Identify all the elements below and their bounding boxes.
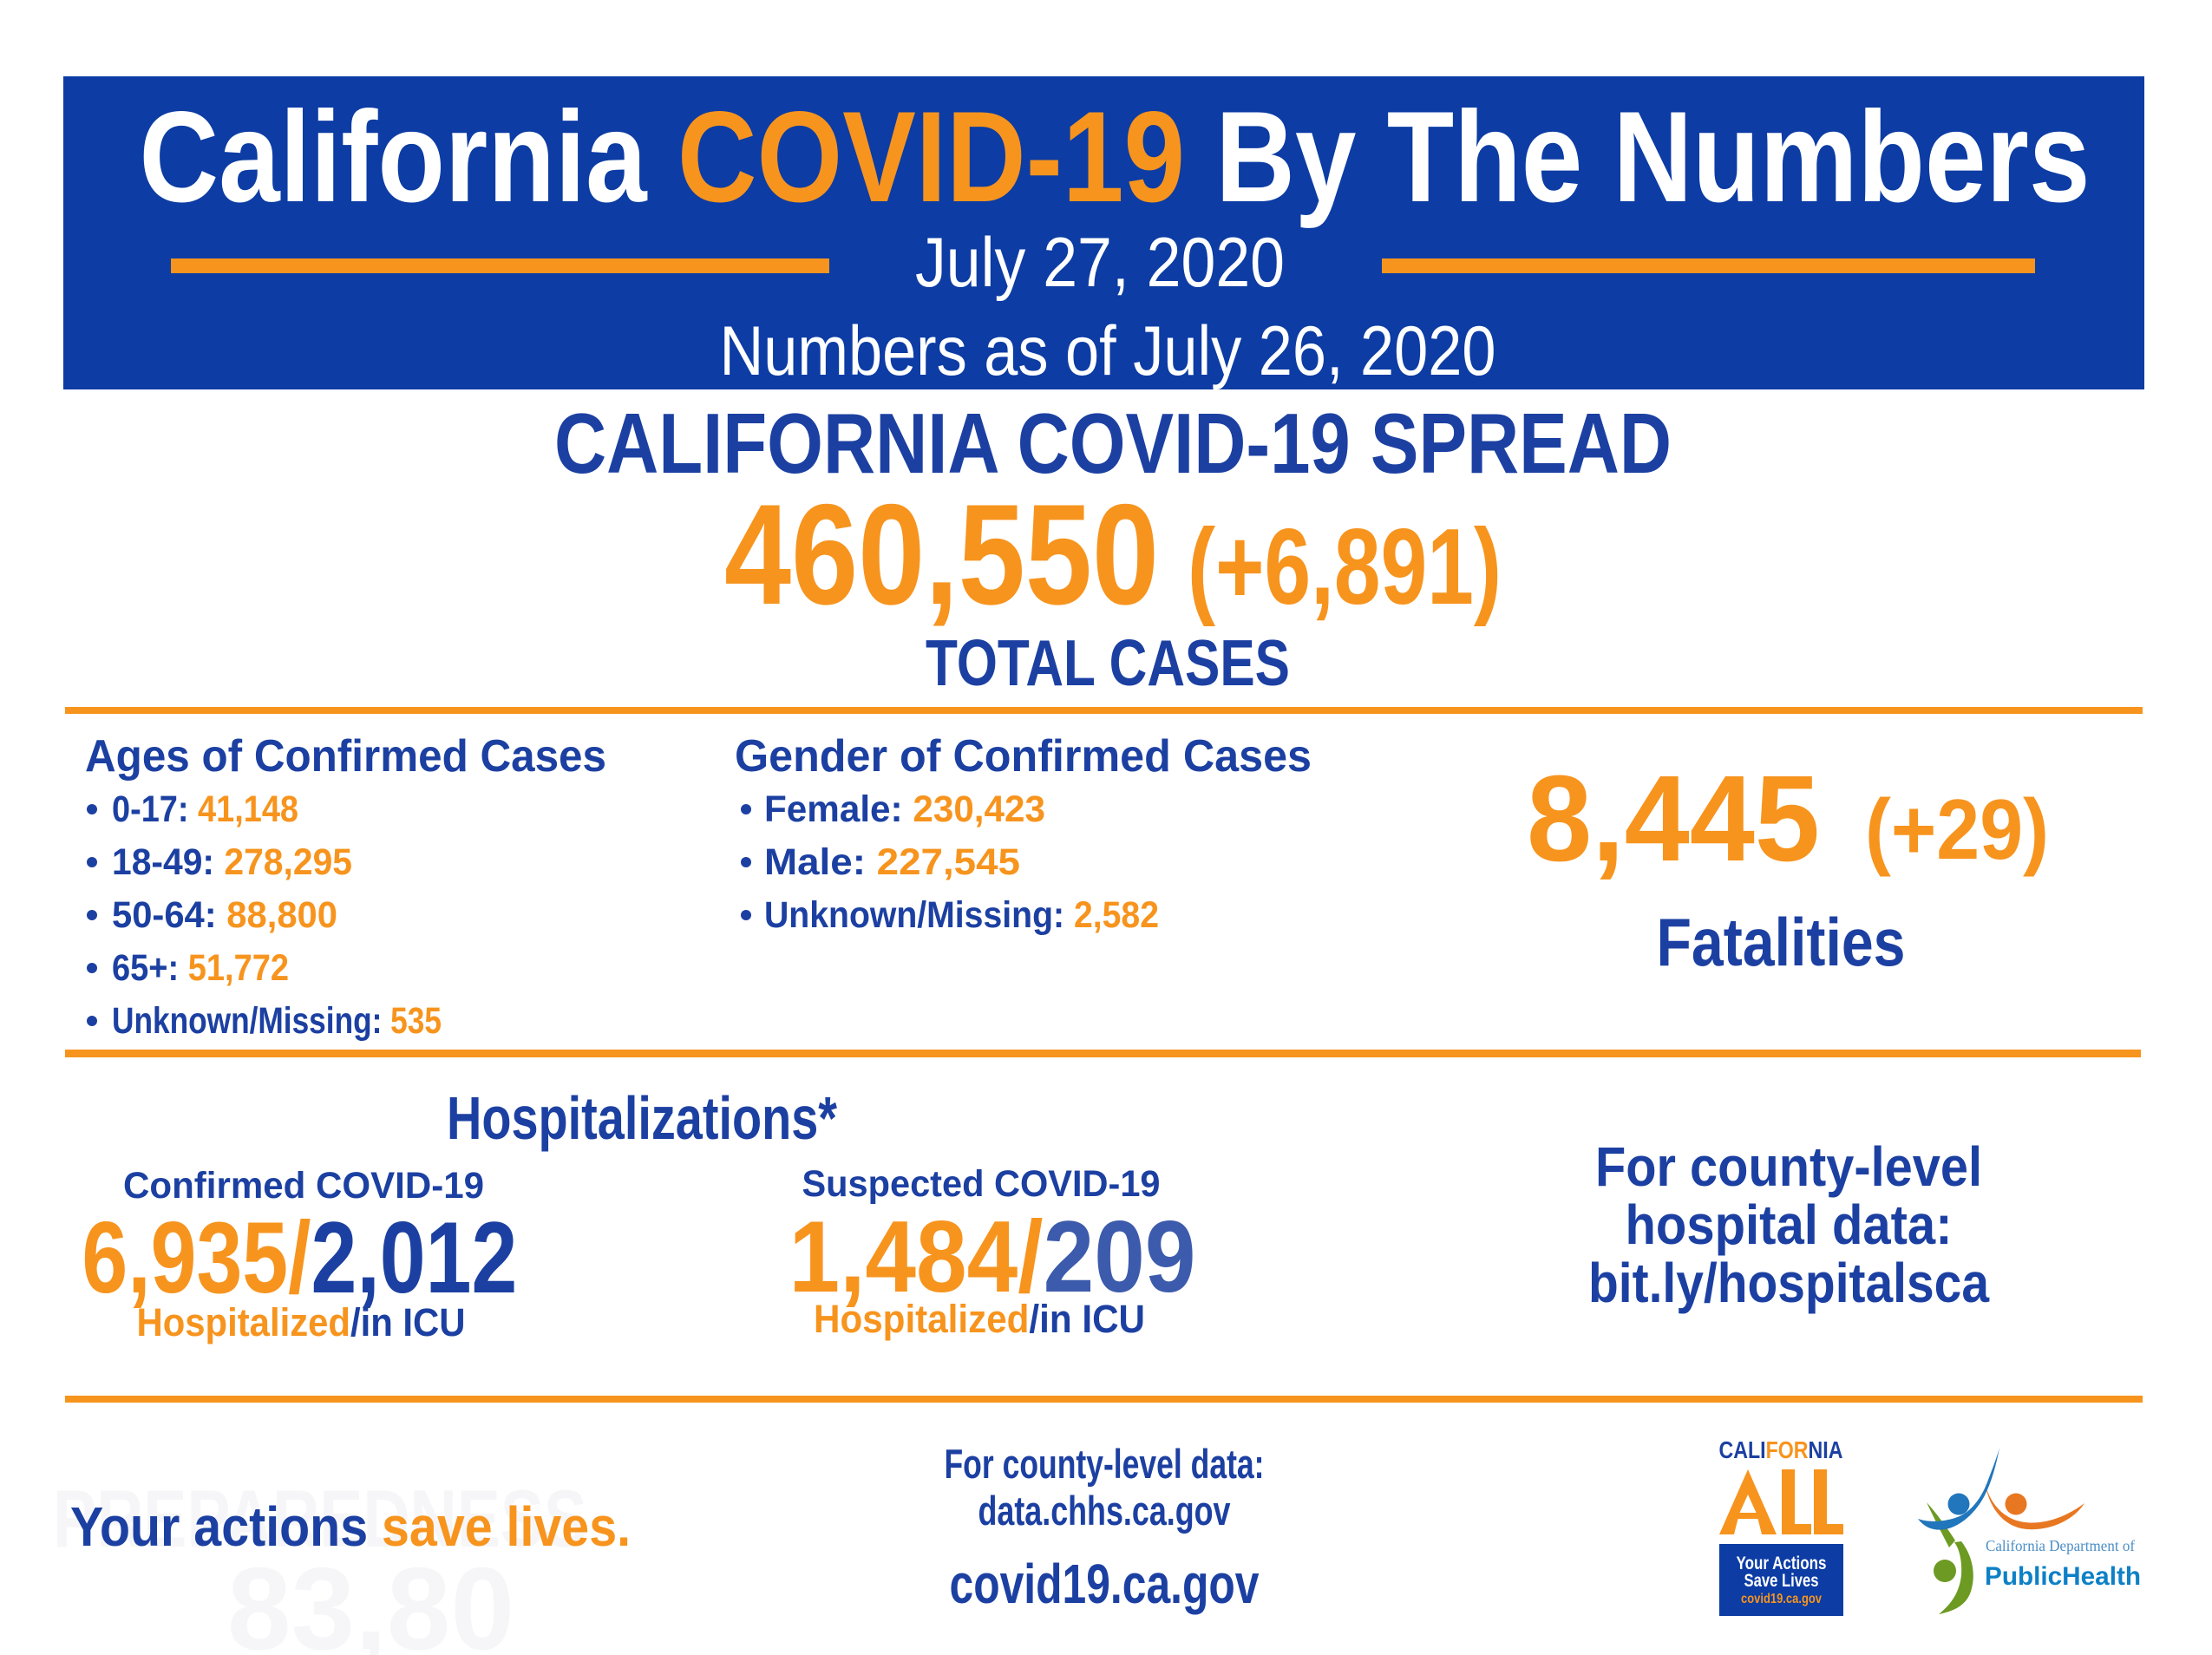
svg-text:PublicHealth: PublicHealth bbox=[1985, 1562, 2141, 1591]
svg-text:California Department of: California Department of bbox=[1986, 1537, 2135, 1554]
